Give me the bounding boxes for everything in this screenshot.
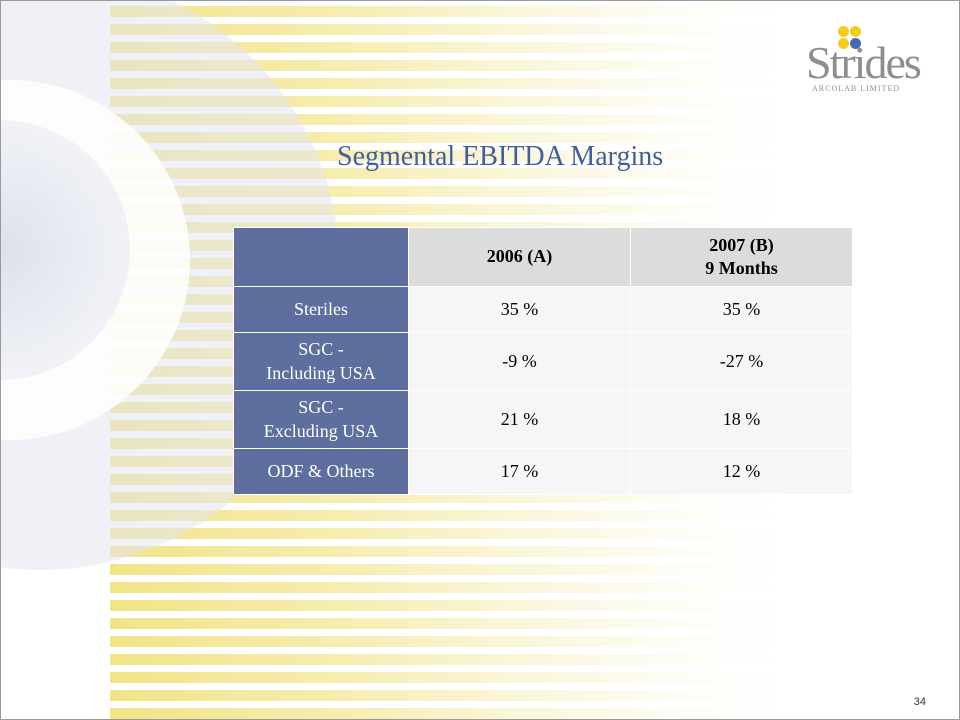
- logo-wordmark: Strides: [806, 37, 922, 88]
- background-stripe: [110, 618, 830, 629]
- table-cell: 35 %: [408, 286, 631, 333]
- background-stripe: [110, 582, 830, 593]
- table-corner-cell: [233, 227, 409, 287]
- background-stripe: [110, 690, 830, 701]
- table-header-row: 2006 (A) 2007 (B) 9 Months: [233, 227, 853, 287]
- background-stripe: [110, 204, 830, 215]
- table-cell: -9 %: [408, 332, 631, 391]
- table-cell: 12 %: [630, 448, 853, 495]
- background-stripe: [110, 150, 830, 161]
- background-stripe: [110, 24, 830, 35]
- table-row: SGC - Including USA -9 % -27 %: [233, 332, 853, 391]
- background-stripe: [110, 114, 830, 125]
- row-label-sgc-including-usa: SGC - Including USA: [233, 332, 409, 391]
- logo-dots-icon: [838, 26, 864, 52]
- background-stripe: [110, 510, 830, 521]
- column-header-2007: 2007 (B) 9 Months: [630, 227, 853, 287]
- table-cell: 17 %: [408, 448, 631, 495]
- row-label-sgc-excluding-usa: SGC - Excluding USA: [233, 390, 409, 449]
- background-stripe: [110, 654, 830, 665]
- table-cell: 21 %: [408, 390, 631, 449]
- background-ring-core: [0, 120, 130, 380]
- table-row: SGC - Excluding USA 21 % 18 %: [233, 390, 853, 449]
- row-label-steriles: Steriles: [233, 286, 409, 333]
- page-title: Segmental EBITDA Margins: [337, 141, 664, 172]
- background-stripe: [110, 492, 830, 503]
- background-stripe: [110, 96, 830, 107]
- company-logo: Strides ARCOLAB LIMITED: [804, 26, 922, 96]
- background-stripe: [110, 132, 830, 143]
- table-cell: 35 %: [630, 286, 853, 333]
- background-stripe: [110, 528, 830, 539]
- row-label-odf-others: ODF & Others: [233, 448, 409, 495]
- table-cell: 18 %: [630, 390, 853, 449]
- background-stripe: [110, 42, 830, 53]
- column-header-2006: 2006 (A): [408, 227, 631, 287]
- background-stripe: [110, 564, 830, 575]
- background-stripe: [110, 60, 830, 71]
- background-stripe: [110, 672, 830, 683]
- background-stripe: [110, 186, 830, 197]
- background-stripe: [110, 636, 830, 647]
- background-stripe: [110, 78, 830, 89]
- background-stripe: [110, 546, 830, 557]
- background-stripe: [110, 168, 830, 179]
- table-row: ODF & Others 17 % 12 %: [233, 448, 853, 495]
- table-row: Steriles 35 % 35 %: [233, 286, 853, 333]
- background-stripe: [110, 600, 830, 611]
- page-number: 34: [913, 696, 926, 708]
- ebitda-table: 2006 (A) 2007 (B) 9 Months Steriles 35 %…: [233, 227, 853, 495]
- background-stripe: [110, 708, 830, 719]
- logo-subtitle: ARCOLAB LIMITED: [812, 84, 901, 93]
- background-stripe: [110, 6, 830, 17]
- table-cell: -27 %: [630, 332, 853, 391]
